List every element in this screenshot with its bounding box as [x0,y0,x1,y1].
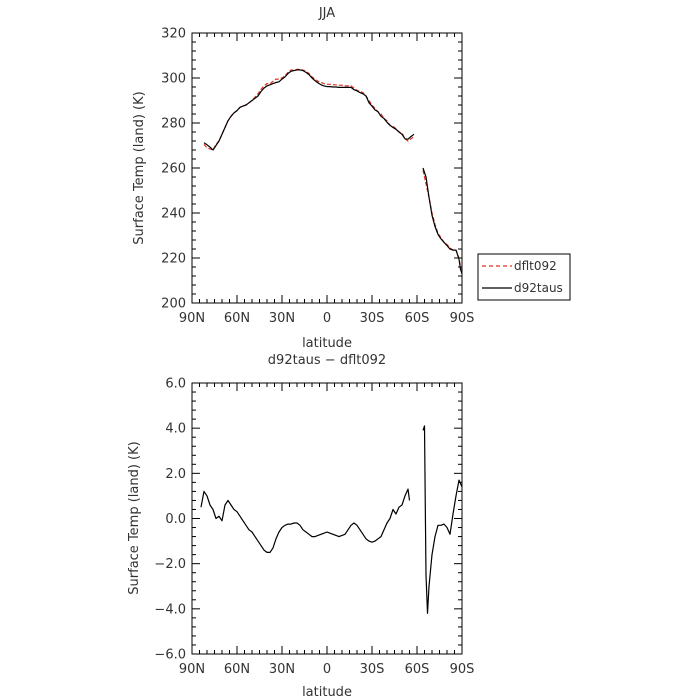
bottom-y-axis-label: Surface Temp (land) (K) [127,441,142,594]
bottom-series-line-diff-seg0 [200,488,411,554]
legend: dflt092 d92taus [477,253,571,301]
top-axes: 90N 60N 30N 0 30S 60S 90S 200 220 240 260 280 300 320 [161,27,474,327]
bottom-chart-title: d92taus − dflt092 [268,353,386,368]
legend-label-d92taus: d92taus [514,281,563,295]
legend-label-dflt092: dflt092 [514,259,557,273]
bottom-y-tick-label: 6.0 [165,377,186,392]
top-x-tick-label: 60S [405,311,430,326]
bottom-x-tick-label: 60S [405,662,430,677]
top-plot-frame [191,32,463,304]
bottom-x-tick-label: 90S [450,662,475,677]
bottom-x-axis-label: latitude [302,685,352,700]
bottom-plot-frame [191,382,463,655]
top-x-tick-label: 90N [179,311,205,326]
top-x-tick-label: 30N [269,311,295,326]
top-chart-title: JJA [318,6,335,21]
top-x-tick-label: 30S [360,311,385,326]
top-y-tick-label: 260 [161,162,186,177]
bottom-y-tick-label: 0.0 [165,512,186,527]
bottom-x-tick-label: 90N [179,662,205,677]
bottom-axes: 90N 60N 30N 0 30S 60S 90S −6.0 −4.0 −2.0 0.0 2.0 4.0… [154,377,474,678]
top-y-tick-label: 220 [161,252,186,267]
bottom-x-tick-label: 60N [224,662,250,677]
top-y-axis-label: Surface Temp (land) (K) [132,91,147,244]
top-x-tick-label: 0 [323,311,331,326]
top-x-axis-label: latitude [302,336,352,351]
bottom-y-tick-label: −4.0 [154,602,186,617]
top-series-lines [203,68,463,274]
top-series-line-d92taus-seg1 [422,167,463,274]
top-y-tick-label: 200 [161,297,186,312]
top-x-tick-label: 60N [224,311,250,326]
top-y-tick-label: 320 [161,27,186,42]
top-series-line-d92taus-seg0 [203,69,415,151]
bottom-y-tick-label: −2.0 [154,557,186,572]
top-x-tick-label: 90S [450,311,475,326]
bottom-y-tick-label: 2.0 [165,467,186,482]
bottom-y-tick-label: −6.0 [154,648,186,663]
bottom-series-line-diff-seg1 [422,425,463,615]
top-series-line-dflt092-seg0 [203,68,415,151]
bottom-x-tick-label: 30S [360,662,385,677]
legend-box [477,253,571,301]
bottom-x-tick-label: 30N [269,662,295,677]
bottom-x-tick-label: 0 [323,662,331,677]
top-y-tick-label: 280 [161,117,186,132]
bottom-y-tick-label: 4.0 [165,422,186,437]
bottom-series-lines [200,425,463,615]
top-y-tick-label: 240 [161,207,186,222]
top-y-tick-label: 300 [161,72,186,87]
